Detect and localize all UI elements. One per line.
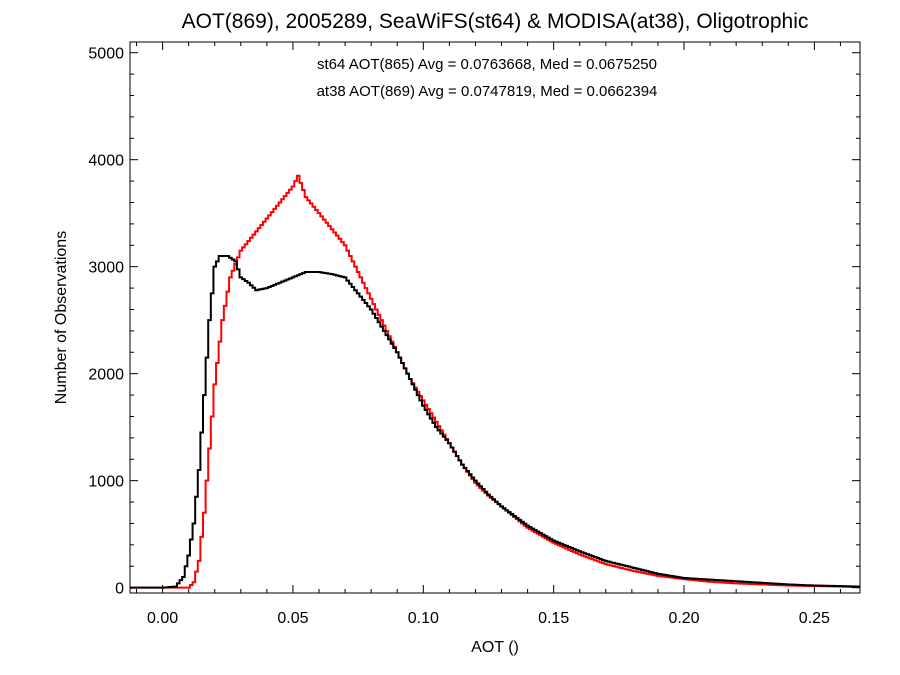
series-layer: [130, 174, 860, 589]
annotation-at38-stats: at38 AOT(869) Avg = 0.0747819, Med = 0.0…: [317, 83, 658, 100]
x-axis-label: AOT (): [471, 639, 519, 656]
x-tick-label-1: 0.05: [277, 610, 308, 627]
x-tick-label-5: 0.25: [799, 610, 830, 627]
x-tick-label-3: 0.15: [538, 610, 569, 627]
chart-title: AOT(869), 2005289, SeaWiFS(st64) & MODIS…: [182, 10, 809, 33]
plot-frame: [129, 41, 861, 594]
x-tick-label-4: 0.20: [668, 610, 699, 627]
y-tick-label-1: 1000: [88, 474, 124, 491]
series-st64-histogram: [130, 254, 860, 589]
x-tick-label-0: 0.00: [147, 610, 178, 627]
y-tick-label-3: 3000: [88, 260, 124, 277]
y-tick-label-5: 5000: [88, 46, 124, 63]
annotation-st64-stats: st64 AOT(865) Avg = 0.0763668, Med = 0.0…: [317, 56, 657, 73]
y-tick-label-0: 0: [115, 581, 124, 598]
y-axis-label: Number of Observations: [53, 231, 70, 404]
y-tick-label-4: 4000: [88, 153, 124, 170]
x-tick-label-2: 0.10: [408, 610, 439, 627]
ticks-layer: 0.00 0.05 0.10 0.15 0.20 0.25 0 1000 2000 3000 400…: [88, 42, 860, 627]
y-tick-label-2: 2000: [88, 367, 124, 384]
series-at38-histogram: [130, 174, 860, 589]
